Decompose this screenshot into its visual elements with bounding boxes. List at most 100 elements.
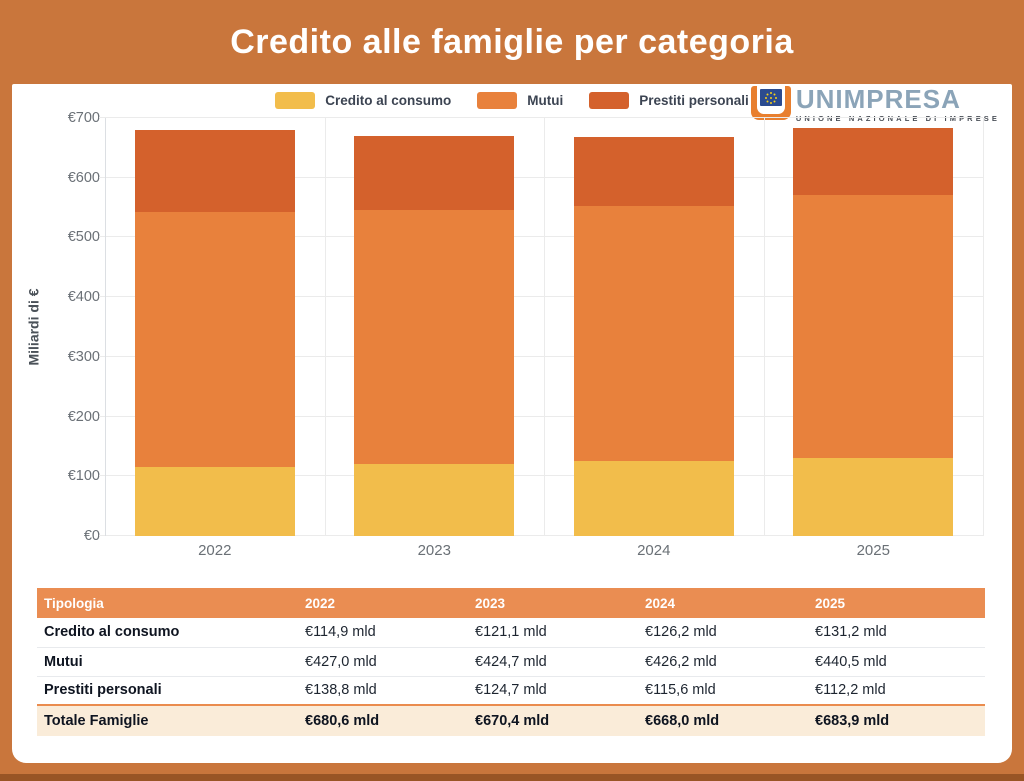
data-table: Tipologia 2022 2023 2024 2025 Credito al con… xyxy=(37,588,985,736)
table-head: Tipologia 2022 2023 2024 2025 xyxy=(37,588,985,618)
bar-region-2025 xyxy=(764,118,984,536)
value-cell: €426,2 mld xyxy=(645,647,815,677)
chart-legend: Credito al consumo Mutui Prestiti personal… xyxy=(12,92,1012,109)
stacked-bar-2023 xyxy=(354,118,515,536)
table-total-row: Totale Famiglie €680,6 mld €670,4 mld €668,… xyxy=(37,704,985,736)
bar-region-2022 xyxy=(105,118,325,536)
h-gridline xyxy=(99,296,983,298)
y-tick-label: €200 xyxy=(67,408,100,425)
y-tick-label: €0 xyxy=(83,528,100,544)
h-gridline xyxy=(99,176,983,178)
bottom-shadow xyxy=(0,774,1024,781)
legend-item: Mutui xyxy=(477,92,563,109)
page-title: Credito alle famiglie per categoria xyxy=(230,22,794,61)
logo-u-inner xyxy=(756,86,785,114)
table-header-row: Tipologia 2022 2023 2024 2025 xyxy=(37,588,985,618)
bar-segment xyxy=(134,212,295,468)
eu-stars-icon xyxy=(769,96,772,99)
logo-name: UNIMPRESA xyxy=(795,84,961,114)
bar-segment xyxy=(354,135,515,211)
total-value-cell: €668,0 mld xyxy=(645,704,815,736)
legend-swatch-icon xyxy=(275,92,316,109)
h-gridline xyxy=(99,535,983,536)
y-tick-label: €700 xyxy=(67,110,100,126)
total-value-cell: €680,6 mld xyxy=(305,704,475,736)
value-cell: €424,7 mld xyxy=(475,647,645,677)
value-cell: €138,8 mld xyxy=(305,676,475,706)
legend-swatch-icon xyxy=(589,92,630,109)
legend-label: Mutui xyxy=(527,93,564,108)
bar-segment xyxy=(134,467,295,536)
table-header-cell: Tipologia xyxy=(37,588,305,618)
logo-subtitle: UNIONE NAZIONALE DI IMPRESE xyxy=(795,114,1000,123)
table-row: Mutui €427,0 mld €424,7 mld €426,2 mld €440,… xyxy=(37,647,985,677)
row-label-cell: Credito al consumo xyxy=(37,618,305,648)
bar-segment xyxy=(354,210,515,464)
v-gridline xyxy=(544,118,545,536)
stacked-bar-2025 xyxy=(793,118,954,536)
legend-swatch-icon xyxy=(477,92,518,109)
table-row: Prestiti personali €138,8 mld €124,7 mld €1… xyxy=(37,676,985,706)
bar-region-2023 xyxy=(325,118,545,536)
value-cell: €112,2 mld xyxy=(815,676,985,706)
content-card: Credito al consumo Mutui Prestiti personal… xyxy=(12,84,1012,763)
y-tick-label: €400 xyxy=(67,289,100,306)
v-gridline xyxy=(763,118,765,536)
bar-segment xyxy=(793,457,954,536)
value-cell: €427,0 mld xyxy=(305,647,475,677)
v-gridline xyxy=(324,118,326,536)
value-cell: €440,5 mld xyxy=(815,647,985,677)
stacked-bar-2024 xyxy=(573,118,734,536)
bar-segment xyxy=(134,129,295,213)
table-body: Credito al consumo €114,9 mld €121,1 mld €1… xyxy=(37,618,985,736)
title-band: Credito alle famiglie per categoria xyxy=(0,0,1024,84)
y-tick-label: €100 xyxy=(67,468,100,485)
value-cell: €121,1 mld xyxy=(475,618,645,648)
bar-segment xyxy=(793,194,954,458)
bar-region-2024 xyxy=(544,118,764,536)
legend-item: Credito al consumo xyxy=(275,92,451,109)
logo-text: UNIMPRESA UNIONE NAZIONALE DI IMPRESE xyxy=(796,86,1000,123)
total-label-cell: Totale Famiglie xyxy=(37,704,305,736)
value-cell: €126,2 mld xyxy=(645,618,815,648)
x-axis: 2022 2023 2024 2025 xyxy=(105,542,983,564)
x-tick-label: 2025 xyxy=(856,542,890,559)
y-axis: €0 €100 €200 €300 €400 €500 €600 €700 xyxy=(12,110,100,544)
x-tick-label: 2024 xyxy=(637,542,671,559)
logo-u-icon xyxy=(750,86,791,120)
y-tick-label: €500 xyxy=(67,229,100,246)
bar-segment xyxy=(573,206,734,461)
stacked-bar-2022 xyxy=(134,118,295,536)
h-gridline xyxy=(99,117,983,118)
legend-item: Prestiti personali xyxy=(589,92,749,109)
table-header-cell: 2022 xyxy=(305,588,475,618)
table-header-cell: 2024 xyxy=(645,588,815,618)
y-tick-label: €600 xyxy=(67,169,100,186)
total-value-cell: €670,4 mld xyxy=(475,704,645,736)
total-value-cell: €683,9 mld xyxy=(815,704,985,736)
table-row: Credito al consumo €114,9 mld €121,1 mld €1… xyxy=(37,618,985,648)
h-gridline xyxy=(99,355,983,357)
y-tick-label: €300 xyxy=(67,348,100,365)
row-label-cell: Prestiti personali xyxy=(37,676,305,706)
table-header-cell: 2025 xyxy=(815,588,985,618)
value-cell: €131,2 mld xyxy=(815,618,985,648)
v-gridline xyxy=(983,118,984,536)
plot-area xyxy=(99,117,984,536)
bar-segment xyxy=(573,460,734,536)
bar-segment xyxy=(573,137,734,207)
x-tick-label: 2023 xyxy=(417,542,451,559)
bar-segment xyxy=(354,463,515,536)
value-cell: €115,6 mld xyxy=(645,676,815,706)
v-gridline xyxy=(105,118,106,536)
bar-segment xyxy=(793,127,954,195)
h-gridline xyxy=(99,236,983,238)
eu-flag-icon xyxy=(759,89,782,106)
h-gridline xyxy=(99,475,983,477)
table-header-cell: 2023 xyxy=(475,588,645,618)
value-cell: €114,9 mld xyxy=(305,618,475,648)
legend-label: Credito al consumo xyxy=(325,93,452,108)
row-label-cell: Mutui xyxy=(37,647,305,677)
value-cell: €124,7 mld xyxy=(475,676,645,706)
